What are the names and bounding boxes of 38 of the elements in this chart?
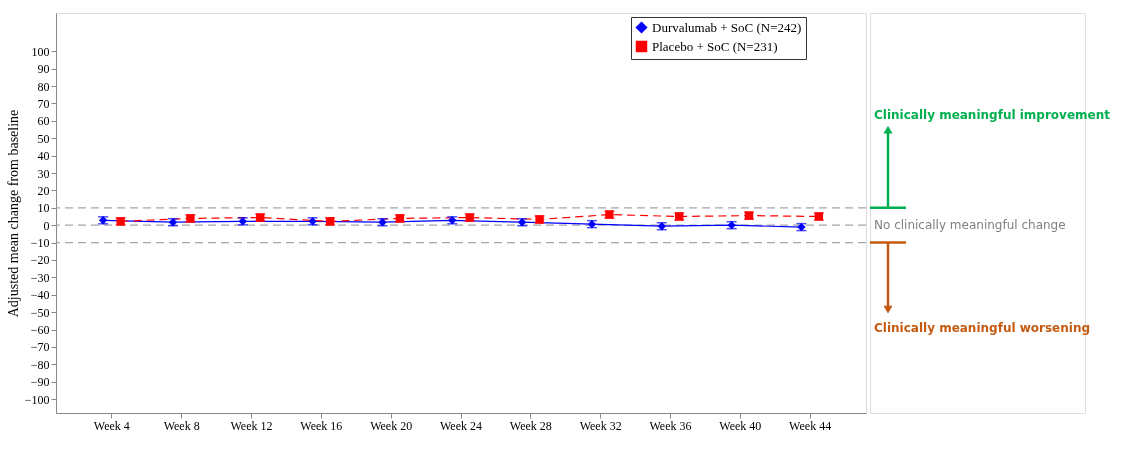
y-tick-label: 80	[37, 79, 50, 94]
y-tick-label: −80	[30, 357, 50, 372]
x-tick-label: Week 40	[719, 418, 762, 433]
y-tick-label: −30	[30, 270, 50, 285]
y-tick-label: 60	[37, 114, 50, 129]
y-tick-label: 0	[43, 218, 50, 233]
x-tick-label: Week 36	[649, 418, 692, 433]
text: Clinically meaningful worsening	[874, 321, 1091, 336]
y-tick-label: −10	[30, 236, 50, 251]
text: No clinically meaningful change	[874, 218, 1066, 233]
x-tick-label: Week 24	[439, 418, 483, 433]
y-tick-label: 30	[37, 166, 50, 181]
y-tick-label: −40	[30, 288, 50, 303]
y-tick-label: −60	[30, 323, 50, 338]
x-tick-label: Week 16	[300, 418, 343, 433]
x-tick-label: Week 8	[163, 418, 200, 433]
y-tick-label: 40	[37, 149, 50, 164]
y-tick-label: 20	[37, 183, 50, 198]
y-tick-label: −90	[30, 375, 50, 390]
x-tick-label: Week 28	[509, 418, 552, 433]
text: Clinically meaningful improvement	[874, 107, 1111, 122]
y-axis-title: Adjusted mean change from baseline	[5, 109, 21, 318]
y-tick-label: −70	[30, 340, 50, 355]
y-tick-label: −20	[30, 253, 50, 268]
x-tick-label: Week 4	[93, 418, 130, 433]
x-tick-label: Week 44	[789, 418, 832, 433]
legend-label: Placebo + SoC (N=231)	[652, 38, 778, 54]
y-tick-label: 100	[31, 44, 50, 59]
x-tick-label: Week 20	[370, 418, 413, 433]
y-tick-label: −50	[30, 305, 50, 320]
y-tick-label: 70	[37, 96, 50, 111]
y-tick-label: 10	[37, 201, 50, 216]
y-tick-label: 50	[37, 131, 50, 146]
y-tick-label: −100	[24, 392, 50, 407]
legend-label: Durvalumab + SoC (N=242)	[652, 19, 802, 35]
x-tick-label: Week 32	[579, 418, 622, 433]
x-tick-label: Week 12	[230, 418, 273, 433]
y-tick-label: 90	[37, 62, 50, 77]
